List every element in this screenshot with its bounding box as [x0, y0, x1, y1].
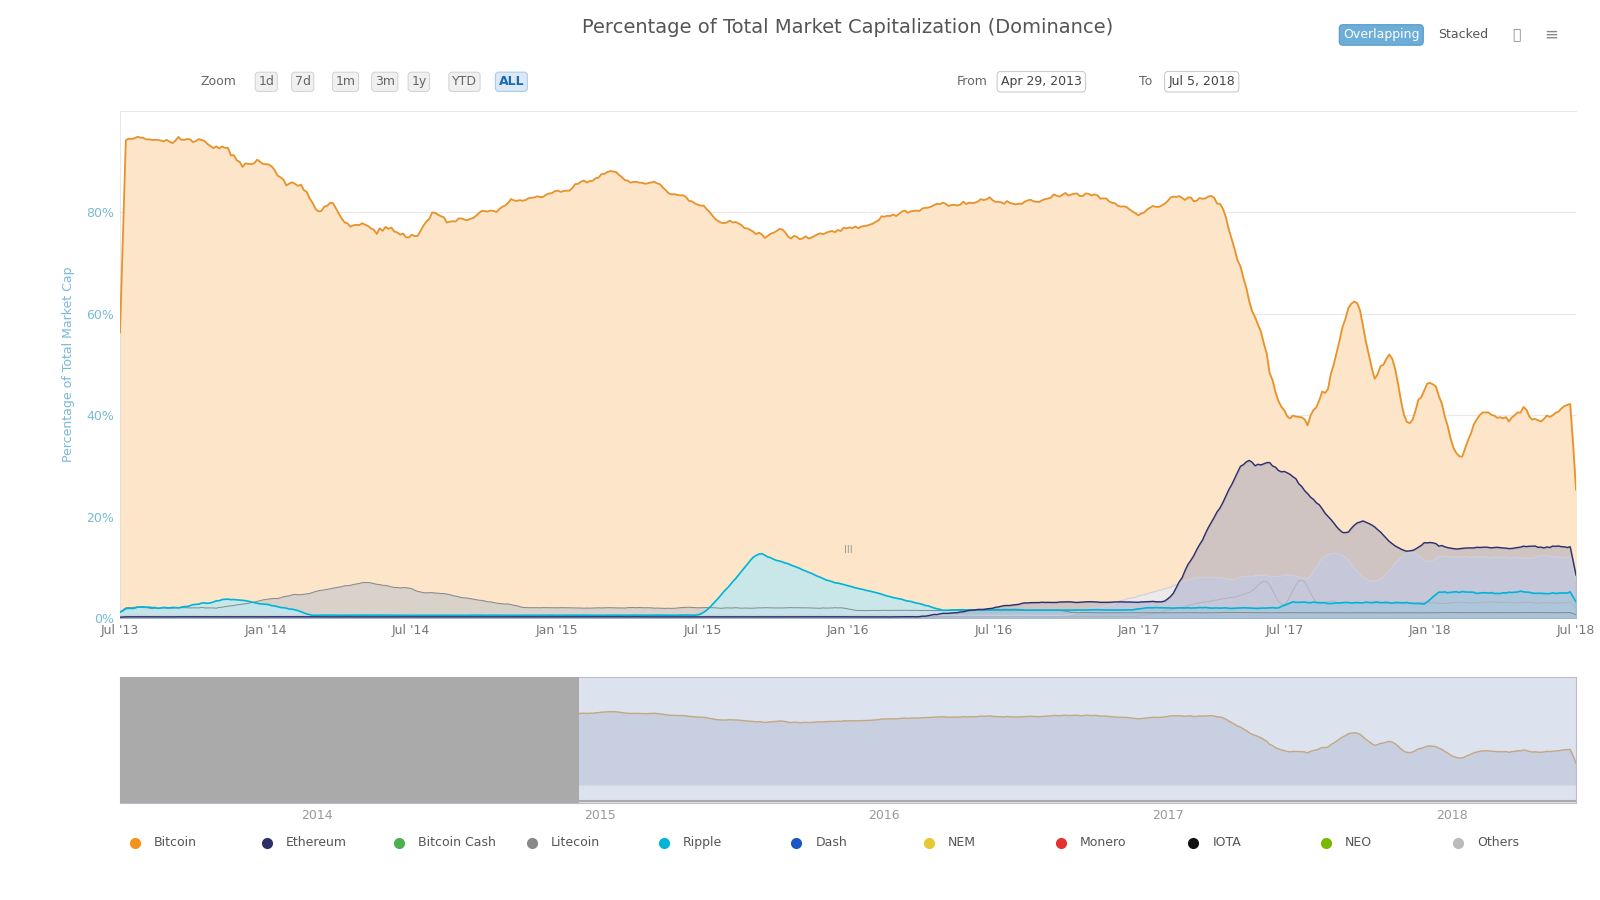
Text: ⛶: ⛶: [1512, 28, 1520, 42]
Text: 7d: 7d: [294, 76, 310, 88]
Text: Others: Others: [1477, 836, 1518, 850]
Text: YTD: YTD: [451, 76, 477, 88]
Text: Bitcoin Cash: Bitcoin Cash: [418, 836, 496, 850]
Text: NEO: NEO: [1344, 836, 1371, 850]
Text: Jul 5, 2018: Jul 5, 2018: [1168, 76, 1235, 88]
Text: Dash: Dash: [816, 836, 846, 850]
Text: 1y: 1y: [411, 76, 427, 88]
Text: 1m: 1m: [336, 76, 355, 88]
Text: IOTA: IOTA: [1213, 836, 1242, 850]
Text: Bitcoin: Bitcoin: [154, 836, 197, 850]
Text: 3m: 3m: [374, 76, 395, 88]
Text: 1d: 1d: [258, 76, 274, 88]
Text: To: To: [1139, 76, 1152, 88]
FancyBboxPatch shape: [0, 676, 579, 804]
Text: Monero: Monero: [1080, 836, 1126, 850]
Text: Ripple: Ripple: [683, 836, 722, 850]
Text: From: From: [957, 76, 989, 88]
Text: Zoom: Zoom: [200, 76, 235, 88]
Text: Apr 29, 2013: Apr 29, 2013: [1002, 76, 1082, 88]
Text: Litecoin: Litecoin: [550, 836, 600, 850]
Text: NEM: NEM: [947, 836, 976, 850]
Text: III: III: [843, 544, 853, 554]
Text: ≡: ≡: [1544, 26, 1558, 44]
Text: Percentage of Total Market Capitalization (Dominance): Percentage of Total Market Capitalizatio…: [582, 18, 1114, 38]
Text: ALL: ALL: [499, 76, 525, 88]
Text: Stacked: Stacked: [1438, 29, 1488, 41]
Text: Overlapping: Overlapping: [1342, 29, 1419, 41]
Y-axis label: Percentage of Total Market Cap: Percentage of Total Market Cap: [62, 266, 75, 463]
Text: Ethereum: Ethereum: [286, 836, 347, 850]
